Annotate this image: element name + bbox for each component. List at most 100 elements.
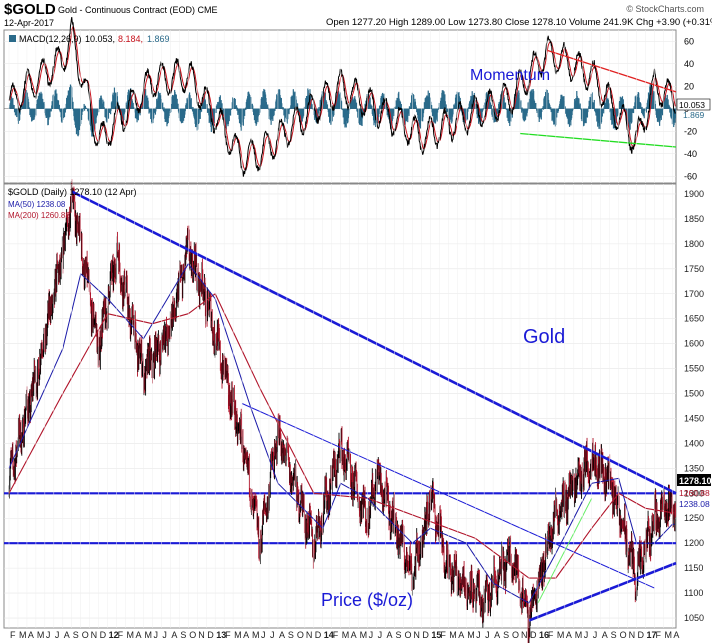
symbol-description: Gold - Continuous Contract (EOD) CME [58,5,218,15]
month-label: J [162,630,167,640]
price-tick-label: 1200 [684,538,704,548]
month-label: J [46,630,51,640]
macd-hist-value: 1.869 [683,110,705,120]
macd-tick-label: 60 [684,36,694,46]
month-label: O [512,630,519,640]
price-tick-label: 1700 [684,289,704,299]
macd-tick-label: 20 [684,81,694,91]
month-label: 16 [539,630,549,640]
month-label: J [378,630,383,640]
month-label: D [638,630,645,640]
price-tick-label: 1400 [684,438,704,448]
quote-summary: Open 1277.20 High 1289.00 Low 1273.80 Cl… [326,17,712,28]
month-label: J [485,630,490,640]
ma50-line [8,262,675,604]
month-label: M [144,630,152,640]
month-label: M [342,630,350,640]
macd-legend: MACD(12,26,9) 10.053, 8.184, 1.869 [9,34,170,44]
gold-annotation: Gold [523,326,565,348]
month-label: A [458,630,464,640]
price-tick-label: 1100 [684,588,703,598]
price-tick-label: 1850 [684,214,704,224]
ma50-tag: 1238.08 [679,499,710,509]
month-label: 14 [324,630,334,640]
month-label: M [234,630,242,640]
chart-date: 12-Apr-2017 [4,18,55,28]
month-label: N [198,630,205,640]
month-label: J [593,630,598,640]
macd-value-tags: 10.053 1.869 [676,98,711,120]
month-label: J [476,630,481,640]
month-label: S [288,630,294,640]
month-label: F [548,630,554,640]
month-label: F [10,630,16,640]
price-tick-label: 1800 [684,239,704,249]
price-panel [3,183,677,629]
price-tick-label: 1900 [684,189,704,199]
month-label: J [270,630,275,640]
month-label: A [351,630,357,640]
price-tick-label: 1500 [684,389,704,399]
month-label: D [530,630,537,640]
month-label: M [575,630,583,640]
month-label: 13 [216,630,226,640]
month-label: J [55,630,60,640]
month-label: A [243,630,249,640]
macd-tick-label: -20 [684,126,697,136]
month-label: A [171,630,177,640]
month-label: F [118,630,124,640]
month-label: M [252,630,260,640]
macd-legend-value: 10.053, [85,34,115,44]
upper-downtrend-line [71,190,677,495]
month-label: O [297,630,304,640]
macd-last-value: 10.053 [679,100,705,110]
month-label: O [189,630,196,640]
price-tick-label: 1600 [684,339,704,349]
price-tick-label: 1450 [684,413,704,423]
month-label: S [503,630,509,640]
price-legend: $GOLD (Daily) 1278.10 (12 Apr) MA(50) 12… [8,187,137,220]
month-label: A [279,630,285,640]
brand-watermark: © StockCharts.com [626,4,704,14]
price-value-tags: 1278.10 1260.88 1238.08 [677,474,712,509]
month-label: S [180,630,186,640]
ma200-line [8,292,675,579]
month-label: M [127,630,135,640]
price-tick-label: 1300 [684,488,704,498]
month-label: D [422,630,429,640]
ma50-legend-label: MA(50) 1238.08 [8,200,66,209]
price-tick-label: 1750 [684,264,704,274]
month-label: A [602,630,608,640]
momentum-annotation: Momentum [470,67,550,84]
month-label: A [28,630,34,640]
price-tick-label: 1250 [684,513,704,523]
month-label: D [207,630,214,640]
histogram-legend-value: 1.869 [147,34,170,44]
macd-lower-trend-line [519,132,677,148]
month-label: J [261,630,266,640]
macd-tick-label: 40 [684,59,694,69]
month-label: D [315,630,322,640]
macd-line [8,17,676,177]
price-tick-label: 1650 [684,314,704,324]
month-label: N [306,630,313,640]
ma200-tag: 1260.88 [679,488,710,498]
month-label: A [136,630,142,640]
month-label: M [467,630,475,640]
month-label: 12 [109,630,119,640]
macd-legend-label: MACD(12,26,9) [19,34,82,44]
month-label: M [449,630,457,640]
price-legend-label: $GOLD (Daily) 1278.10 (12 Apr) [8,187,137,197]
month-label: 17 [647,630,657,640]
symbol-title: $GOLD [4,1,56,18]
month-label: A [387,630,393,640]
month-label: A [494,630,500,640]
month-label: D [100,630,107,640]
month-label: O [404,630,411,640]
month-label: J [153,630,158,640]
month-label: O [620,630,627,640]
month-label: A [673,630,679,640]
price-tick-label: 1150 [684,563,703,573]
month-label: 15 [431,630,441,640]
